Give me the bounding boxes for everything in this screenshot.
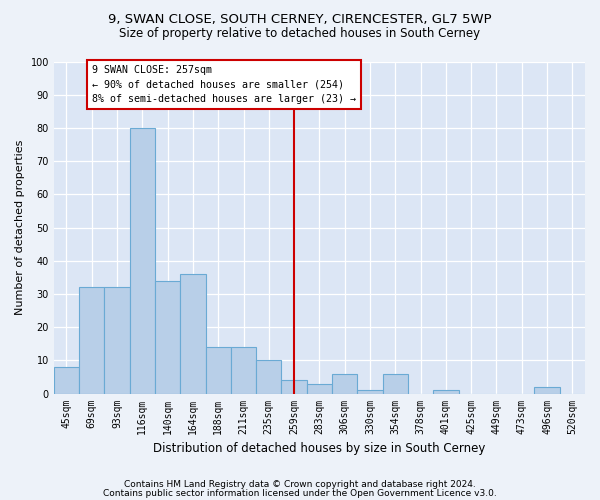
Text: 9, SWAN CLOSE, SOUTH CERNEY, CIRENCESTER, GL7 5WP: 9, SWAN CLOSE, SOUTH CERNEY, CIRENCESTER… — [108, 12, 492, 26]
Bar — [358, 390, 383, 394]
Bar — [104, 288, 130, 394]
Text: Size of property relative to detached houses in South Cerney: Size of property relative to detached ho… — [119, 28, 481, 40]
Bar — [130, 128, 155, 394]
Bar — [332, 374, 358, 394]
Bar — [180, 274, 206, 394]
Bar — [155, 280, 180, 394]
Bar — [535, 387, 560, 394]
Bar — [383, 374, 408, 394]
Text: 9 SWAN CLOSE: 257sqm
← 90% of detached houses are smaller (254)
8% of semi-detac: 9 SWAN CLOSE: 257sqm ← 90% of detached h… — [92, 65, 356, 104]
Text: Contains HM Land Registry data © Crown copyright and database right 2024.: Contains HM Land Registry data © Crown c… — [124, 480, 476, 489]
Bar — [206, 347, 231, 394]
Bar — [433, 390, 458, 394]
Bar — [79, 288, 104, 394]
Bar — [281, 380, 307, 394]
Y-axis label: Number of detached properties: Number of detached properties — [15, 140, 25, 315]
Bar — [54, 367, 79, 394]
Bar — [307, 384, 332, 394]
Bar — [256, 360, 281, 394]
Bar — [231, 347, 256, 394]
X-axis label: Distribution of detached houses by size in South Cerney: Distribution of detached houses by size … — [153, 442, 485, 455]
Text: Contains public sector information licensed under the Open Government Licence v3: Contains public sector information licen… — [103, 488, 497, 498]
